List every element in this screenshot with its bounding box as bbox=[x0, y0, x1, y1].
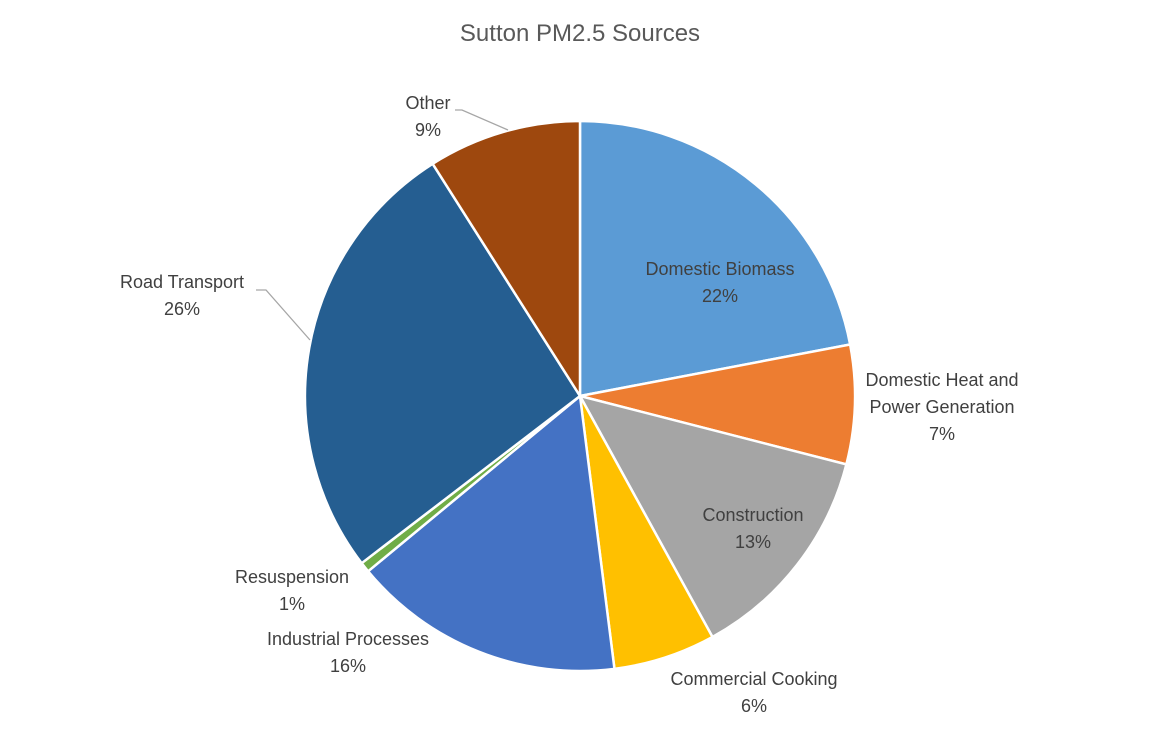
pie-slice-road-transport bbox=[303, 162, 582, 565]
data-label: Industrial Processes 16% bbox=[267, 626, 429, 680]
label-value: 13% bbox=[734, 532, 772, 552]
pie-slice-construction bbox=[577, 394, 848, 639]
data-label: Domestic Biomass 22% bbox=[645, 256, 794, 310]
label-name: Other bbox=[405, 93, 451, 113]
data-label: Construction 13% bbox=[702, 502, 803, 556]
data-label: Domestic Heat and Power Generation 7% bbox=[865, 367, 1018, 448]
data-label: Commercial Cooking 6% bbox=[670, 666, 837, 720]
label-value: 1% bbox=[278, 594, 306, 614]
label-name: Construction bbox=[702, 505, 804, 525]
data-label: Resuspension 1% bbox=[235, 564, 349, 618]
leader-line bbox=[256, 289, 311, 341]
data-label: Road Transport 26% bbox=[120, 269, 244, 323]
pie-slice-other bbox=[430, 119, 582, 401]
label-value: 16% bbox=[329, 656, 367, 676]
label-name: Industrial Processes bbox=[266, 629, 430, 649]
chart-title: Sutton PM2.5 Sources bbox=[459, 20, 701, 47]
pie-slice-industrial-processes bbox=[366, 393, 616, 673]
label-value: 7% bbox=[928, 424, 956, 444]
label-value: 26% bbox=[163, 299, 201, 319]
label-value: 9% bbox=[414, 120, 441, 140]
label-value: 22% bbox=[701, 286, 739, 306]
data-label: Other 9% bbox=[405, 90, 450, 144]
leader-line bbox=[455, 109, 509, 131]
label-name: Resuspension bbox=[234, 567, 350, 587]
label-name: Road Transport bbox=[119, 272, 245, 292]
pie-slice-domestic-heat-and-power-generation bbox=[579, 343, 857, 466]
label-value: 6% bbox=[740, 696, 767, 716]
label-name: Domestic Heat and bbox=[865, 370, 1019, 390]
label-value: Power Generation bbox=[869, 397, 1015, 417]
label-name: Domestic Biomass bbox=[645, 259, 795, 279]
pie-slice-domestic-biomass bbox=[578, 119, 852, 398]
label-name: Commercial Cooking bbox=[670, 669, 838, 689]
